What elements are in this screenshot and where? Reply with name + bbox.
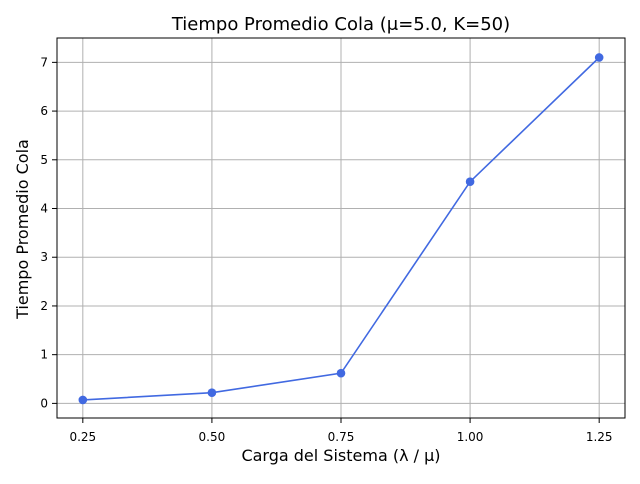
- y-tick-label: 2: [40, 299, 48, 313]
- y-tick-label: 0: [40, 396, 48, 410]
- y-tick-label: 3: [40, 250, 48, 264]
- x-axis-label: Carga del Sistema (λ / μ): [241, 446, 440, 465]
- x-tick-label: 1.25: [586, 430, 613, 444]
- y-axis-label: Tiempo Promedio Cola: [13, 139, 32, 320]
- y-tick-label: 7: [40, 55, 48, 69]
- y-tick-label: 5: [40, 153, 48, 167]
- y-tick-label: 6: [40, 104, 48, 118]
- x-tick-label: 0.25: [69, 430, 96, 444]
- data-point: [78, 395, 88, 405]
- x-tick-label: 0.75: [328, 430, 355, 444]
- x-tick-label: 1.00: [457, 430, 484, 444]
- data-series: [78, 53, 604, 405]
- y-tick-label: 4: [40, 202, 48, 216]
- data-point: [594, 53, 604, 62]
- data-point: [336, 368, 346, 378]
- data-point: [465, 177, 475, 187]
- data-point: [207, 388, 217, 397]
- axis-ticks: 0.25 0.50 0.75 1.00 1.25 0 1 2 3 4 5 6 7: [40, 55, 612, 444]
- grid-lines: [57, 38, 625, 418]
- y-tick-label: 1: [40, 348, 48, 362]
- chart-title: Tiempo Promedio Cola (μ=5.0, K=50): [171, 14, 510, 35]
- x-tick-label: 0.50: [199, 430, 226, 444]
